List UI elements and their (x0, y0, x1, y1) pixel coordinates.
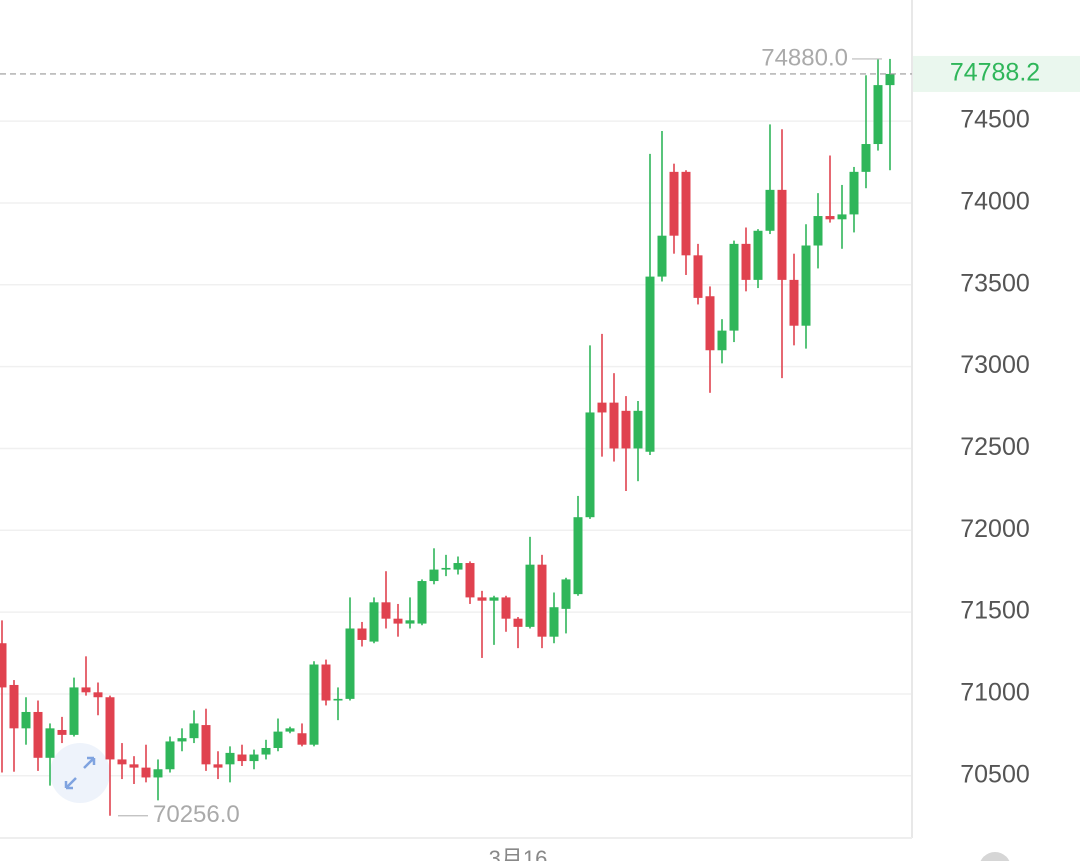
candle-body (633, 410, 643, 449)
candle-body (873, 85, 883, 145)
candle-body (21, 711, 31, 729)
candle-body (237, 754, 247, 762)
y-tick-label: 70500 (960, 760, 1030, 788)
candle-body (405, 620, 415, 624)
candle-body (489, 597, 499, 601)
candle-body (849, 171, 859, 215)
candle-body (885, 73, 895, 86)
candle-body (645, 276, 655, 452)
candle-body (309, 664, 319, 745)
candle-body (465, 563, 475, 598)
candle-body (525, 564, 535, 627)
candle-body (765, 189, 775, 231)
y-tick-label: 72500 (960, 433, 1030, 461)
candle-body (153, 769, 163, 778)
candle-body (81, 687, 91, 693)
candle-body (165, 741, 175, 770)
last-price-box (913, 55, 1080, 92)
expand-icon (64, 756, 96, 790)
candle-body (417, 581, 427, 624)
candle-body (669, 171, 679, 236)
candle-body (9, 684, 19, 729)
candle-body (705, 296, 715, 351)
candle-body (189, 723, 199, 739)
candle-body (369, 602, 379, 642)
y-tick-label: 73500 (960, 269, 1030, 297)
candle-body (717, 330, 727, 351)
candle-body (861, 144, 871, 172)
y-tick-label: 73000 (960, 351, 1030, 379)
candle-body (609, 402, 619, 449)
candle-body (57, 729, 67, 735)
y-tick-label: 74500 (960, 106, 1030, 134)
annotation-label: 74880.0 (761, 44, 848, 71)
candle-body (225, 752, 235, 765)
candle-body (585, 412, 595, 518)
candle-body (249, 754, 259, 762)
candle-body (333, 698, 343, 701)
candle-body (741, 243, 751, 280)
expand-button[interactable] (50, 743, 110, 803)
candle-body (813, 216, 823, 246)
candle-body (321, 664, 331, 701)
candle-body (657, 235, 667, 277)
candle-body (105, 697, 115, 760)
candle-body (381, 602, 391, 619)
candle-body (393, 618, 403, 624)
candle-body (549, 607, 559, 637)
candle-body (285, 728, 295, 732)
candle-body (453, 563, 463, 570)
candle-body (513, 618, 523, 627)
candle-body (213, 764, 223, 768)
candle-body (477, 597, 487, 601)
candle-body (201, 725, 211, 765)
candle-body (789, 279, 799, 326)
candle-body (561, 579, 571, 609)
candle-body (129, 764, 139, 768)
candle-body (825, 216, 835, 220)
candle-body (0, 643, 7, 688)
candle-body (141, 767, 151, 778)
x-tick-label: 3月16 (489, 846, 548, 861)
y-tick-label: 71500 (960, 597, 1030, 625)
last-price-label: 74788.2 (950, 59, 1040, 87)
candle-body (573, 517, 583, 595)
candle-body (693, 255, 703, 298)
candle-body (621, 410, 631, 449)
y-tick-label: 71000 (960, 679, 1030, 707)
candle-body (273, 731, 283, 748)
candle-body (33, 711, 43, 758)
candle-body (357, 628, 367, 640)
candle-body (93, 692, 103, 698)
candle-body (177, 738, 187, 742)
candle-body (345, 628, 355, 699)
candle-body (69, 687, 79, 735)
candle-body (261, 747, 271, 755)
candle-body (681, 171, 691, 256)
candle-body (837, 214, 847, 220)
expand-bg (50, 743, 110, 803)
candle-body (801, 245, 811, 326)
candle-body (117, 759, 127, 765)
candle-body (45, 728, 55, 758)
candle-body (501, 597, 511, 619)
candle-body (537, 564, 547, 637)
candle-body (441, 567, 451, 570)
y-tick-label: 74000 (960, 188, 1030, 216)
candle-body (297, 733, 307, 745)
candle-body (753, 230, 763, 280)
corner-button[interactable] (979, 852, 1011, 861)
candle-body (429, 569, 439, 582)
candle-body (597, 402, 607, 413)
candle-body (777, 189, 787, 280)
annotation-label: 70256.0 (153, 801, 240, 828)
y-tick-label: 72000 (960, 515, 1030, 543)
candle-body (729, 243, 739, 331)
